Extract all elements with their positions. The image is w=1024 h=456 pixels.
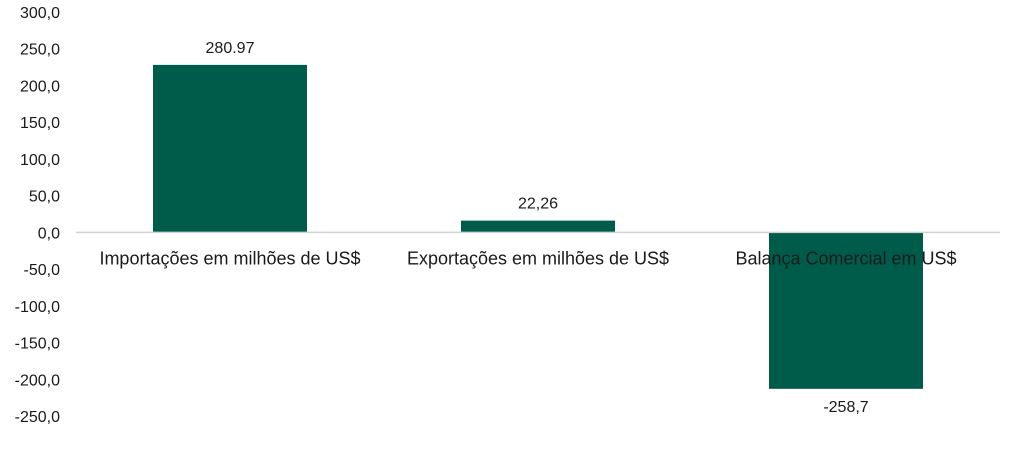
category-labels: Importações em milhões de US$ Exportações…: [99, 248, 956, 268]
y-tick-label: -250,0: [15, 409, 60, 426]
y-axis-ticks: 300,0 250,0 200,0 150,0 100,0 50,0 0,0 -50,0 -10…: [15, 5, 60, 426]
bar-data-label: 280.97: [206, 40, 255, 57]
category-label: Importações em milhões de US$: [99, 248, 360, 268]
y-tick-label: -150,0: [15, 336, 60, 353]
y-tick-label: 150,0: [20, 115, 60, 132]
y-tick-label: 100,0: [20, 152, 60, 169]
category-label: Exportações em milhões de US$: [407, 248, 669, 268]
y-tick-label: -200,0: [15, 372, 60, 389]
bar: [153, 64, 307, 233]
bars: [153, 64, 923, 389]
bar-data-label: 22,26: [518, 196, 558, 213]
bar-data-label: -258,7: [823, 399, 868, 416]
bar: [769, 232, 923, 389]
data-labels: 280.97 22,26 -258,7: [206, 40, 869, 416]
y-tick-label: 200,0: [20, 78, 60, 95]
y-tick-label: 0,0: [38, 225, 60, 242]
y-tick-label: 300,0: [20, 5, 60, 22]
bar: [461, 220, 615, 233]
y-tick-label: -50,0: [24, 262, 61, 279]
y-tick-label: -100,0: [15, 299, 60, 316]
y-tick-label: 250,0: [20, 42, 60, 59]
category-label: Balança Comercial em US$: [735, 248, 956, 268]
y-tick-label: 50,0: [29, 189, 60, 206]
